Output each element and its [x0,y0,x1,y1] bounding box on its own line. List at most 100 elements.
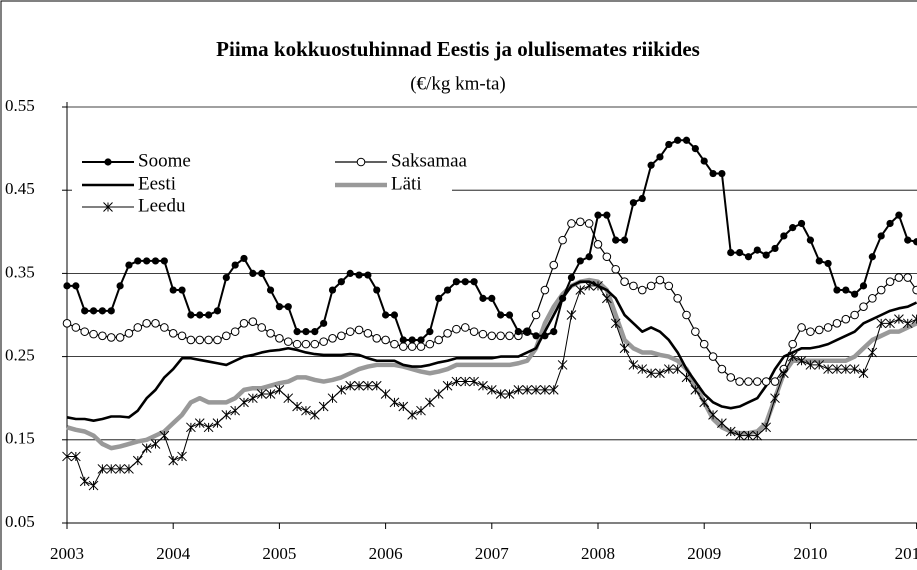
marker [708,409,718,420]
marker [328,286,337,294]
marker [442,380,453,391]
marker [239,319,249,328]
marker [283,393,294,404]
marker [327,393,338,404]
legend-background [72,145,452,221]
marker [655,368,665,379]
marker [80,327,89,336]
marker [390,339,399,349]
marker [761,422,772,433]
marker [850,310,859,320]
marker [610,318,621,329]
marker [98,331,107,341]
marker [867,347,878,358]
marker [230,327,240,336]
marker [142,319,151,328]
plot [62,136,917,491]
marker [672,364,683,374]
marker [576,257,584,265]
marker [514,328,522,336]
marker [309,409,320,420]
marker [487,331,497,341]
marker [894,314,904,325]
marker [735,377,744,386]
marker [104,158,112,166]
marker [629,281,638,291]
marker [805,360,816,370]
marker [239,397,249,408]
marker [399,342,408,351]
marker [584,219,594,228]
marker [877,232,885,240]
marker [646,281,656,291]
marker [275,333,284,343]
marker [673,294,682,303]
marker [486,385,497,395]
marker [88,480,99,491]
marker [258,269,266,277]
marker [124,464,134,474]
marker [691,327,700,336]
marker [460,323,470,332]
marker [460,376,471,387]
marker [248,317,258,326]
marker [70,451,81,462]
marker [328,333,337,343]
marker [451,376,462,387]
marker [435,294,443,302]
marker [125,261,133,269]
marker [699,397,710,408]
marker [585,253,593,261]
marker [62,451,72,462]
marker [133,323,143,332]
marker [337,278,345,286]
marker [832,319,842,328]
marker [620,236,629,244]
marker [187,311,195,319]
marker [408,336,416,344]
marker [106,333,116,342]
marker [336,385,347,395]
marker [787,351,798,362]
marker [638,194,646,203]
marker [593,281,603,291]
marker [274,385,285,395]
marker [762,251,770,259]
marker [681,372,692,383]
marker [726,373,736,382]
marker [222,331,231,341]
x-tick-label: 2009 [687,544,721,563]
marker [204,335,213,345]
marker [389,397,400,408]
marker [505,311,514,319]
marker [717,364,727,374]
marker [771,244,779,253]
marker [814,325,824,335]
marker [116,282,124,290]
legend-label: Läti [391,173,422,194]
marker [513,385,524,395]
marker [382,311,390,319]
marker [814,360,825,370]
marker [62,319,72,328]
marker [213,307,222,315]
series-line [66,280,917,422]
marker [443,286,452,294]
marker [355,271,363,279]
marker [849,364,860,374]
marker [89,307,98,315]
marker [780,232,788,240]
marker [141,443,152,453]
marker [433,389,444,399]
marker [345,380,356,391]
marker [320,319,328,327]
y-tick-label: 0.55 [5,96,35,115]
marker [354,380,364,391]
marker [637,364,648,374]
marker [858,368,869,379]
marker [443,329,452,338]
marker [72,282,80,290]
marker [247,393,258,404]
marker [311,328,319,336]
marker [566,310,577,320]
